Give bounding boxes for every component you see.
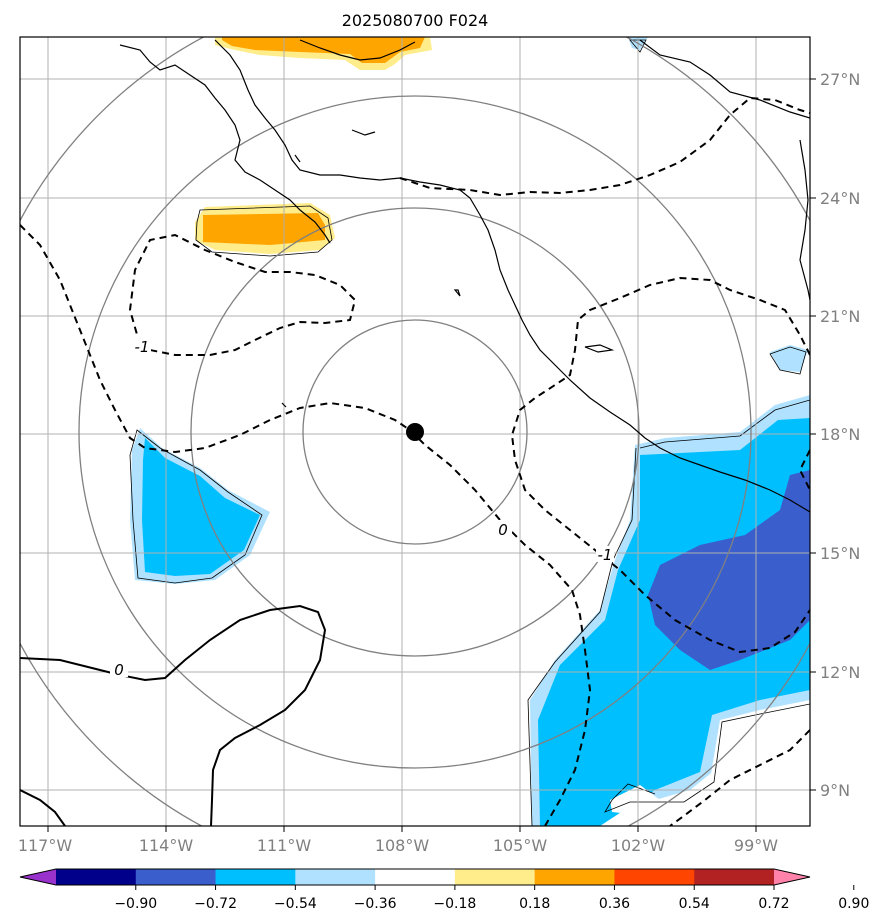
negative-anomaly-east-core — [648, 470, 810, 670]
contour-label-neg1-west: -1 — [135, 338, 150, 356]
colorbar-tick-label: −0.90 — [114, 896, 157, 912]
y-tick-label: 18°N — [820, 425, 860, 444]
colorbar-segment — [375, 869, 456, 885]
colorbar-tick-label: −0.54 — [274, 896, 317, 912]
colorbar-tick-label: 0.36 — [599, 896, 630, 912]
colorbar-tick-label: −0.36 — [354, 896, 397, 912]
y-tick-labels: 27°N 24°N 21°N 18°N 15°N 12°N 9°N — [820, 70, 860, 800]
colorbar-segment — [694, 869, 775, 885]
positive-anomaly-top-core — [222, 37, 425, 63]
y-tick-label: 15°N — [820, 544, 860, 563]
map-plot-area: -1 0 0 -1 — [20, 37, 810, 826]
y-tick-label: 24°N — [820, 189, 860, 208]
storm-center-marker — [406, 423, 424, 441]
graticule — [20, 37, 810, 826]
neutral-pocket-se-2 — [610, 785, 660, 815]
colorbar-tick-label: 0.54 — [679, 896, 710, 912]
colorbar-tick-label: −0.18 — [433, 896, 476, 912]
colorbar-segment — [454, 869, 536, 885]
colorbar-segment — [614, 869, 695, 885]
colorbar-segment — [215, 869, 296, 885]
x-tick-label: 111°W — [257, 836, 312, 855]
range-rings — [20, 37, 810, 826]
x-tick-label: 108°W — [375, 836, 430, 855]
colorbar-segment — [295, 869, 376, 885]
tick-marks — [47, 78, 816, 832]
y-tick-label: 9°N — [820, 781, 850, 800]
colorbar-tick-label: 0.18 — [519, 896, 550, 912]
negative-anomaly-west — [142, 438, 260, 576]
colorbar-extend-high — [774, 869, 810, 885]
x-tick-label: 99°W — [734, 836, 778, 855]
colorbar-tick-label: −0.72 — [194, 896, 237, 912]
contour-lines — [20, 96, 810, 826]
contour-labels: -1 0 0 -1 — [110, 338, 614, 679]
y-tick-label: 27°N — [820, 70, 860, 89]
figure-title: 2025080700 F024 — [342, 11, 489, 30]
negative-anomaly-ne — [770, 345, 808, 372]
colorbar-segment — [534, 869, 615, 885]
neutral-pocket-se — [655, 720, 810, 826]
y-tick-label: 21°N — [820, 307, 860, 326]
contour-label-zero-sw: 0 — [114, 661, 124, 679]
map-frame — [19, 36, 811, 827]
x-tick-label: 102°W — [611, 836, 666, 855]
x-tick-labels: 117°W 114°W 111°W 108°W 105°W 102°W 99°W — [18, 836, 778, 855]
x-tick-label: 114°W — [139, 836, 194, 855]
x-tick-label: 105°W — [493, 836, 548, 855]
colorbar-outline — [19, 868, 811, 886]
coastlines — [119, 39, 810, 513]
y-tick-label: 12°N — [820, 663, 860, 682]
colorbar-tick-label: 0.72 — [758, 896, 789, 912]
colorbar-segment — [135, 869, 217, 885]
positive-anomaly-west-core — [203, 213, 325, 245]
colorbar-segment — [56, 869, 137, 885]
contour-label-neg1-east: -1 — [598, 546, 613, 564]
colorbar-tick-label: 0.90 — [838, 896, 869, 912]
colorbar-segments — [56, 869, 775, 885]
colorbar-ticks: −0.90 −0.72 −0.54 −0.36 −0.18 0.18 0.36 0.54 0.7… — [114, 885, 869, 912]
x-tick-label: 117°W — [18, 836, 73, 855]
colorbar: −0.90 −0.72 −0.54 −0.36 −0.18 0.18 0.36 0.54 0.7… — [19, 868, 869, 912]
contour-label-zero-center: 0 — [498, 521, 508, 539]
colorbar-extend-low — [20, 869, 56, 885]
